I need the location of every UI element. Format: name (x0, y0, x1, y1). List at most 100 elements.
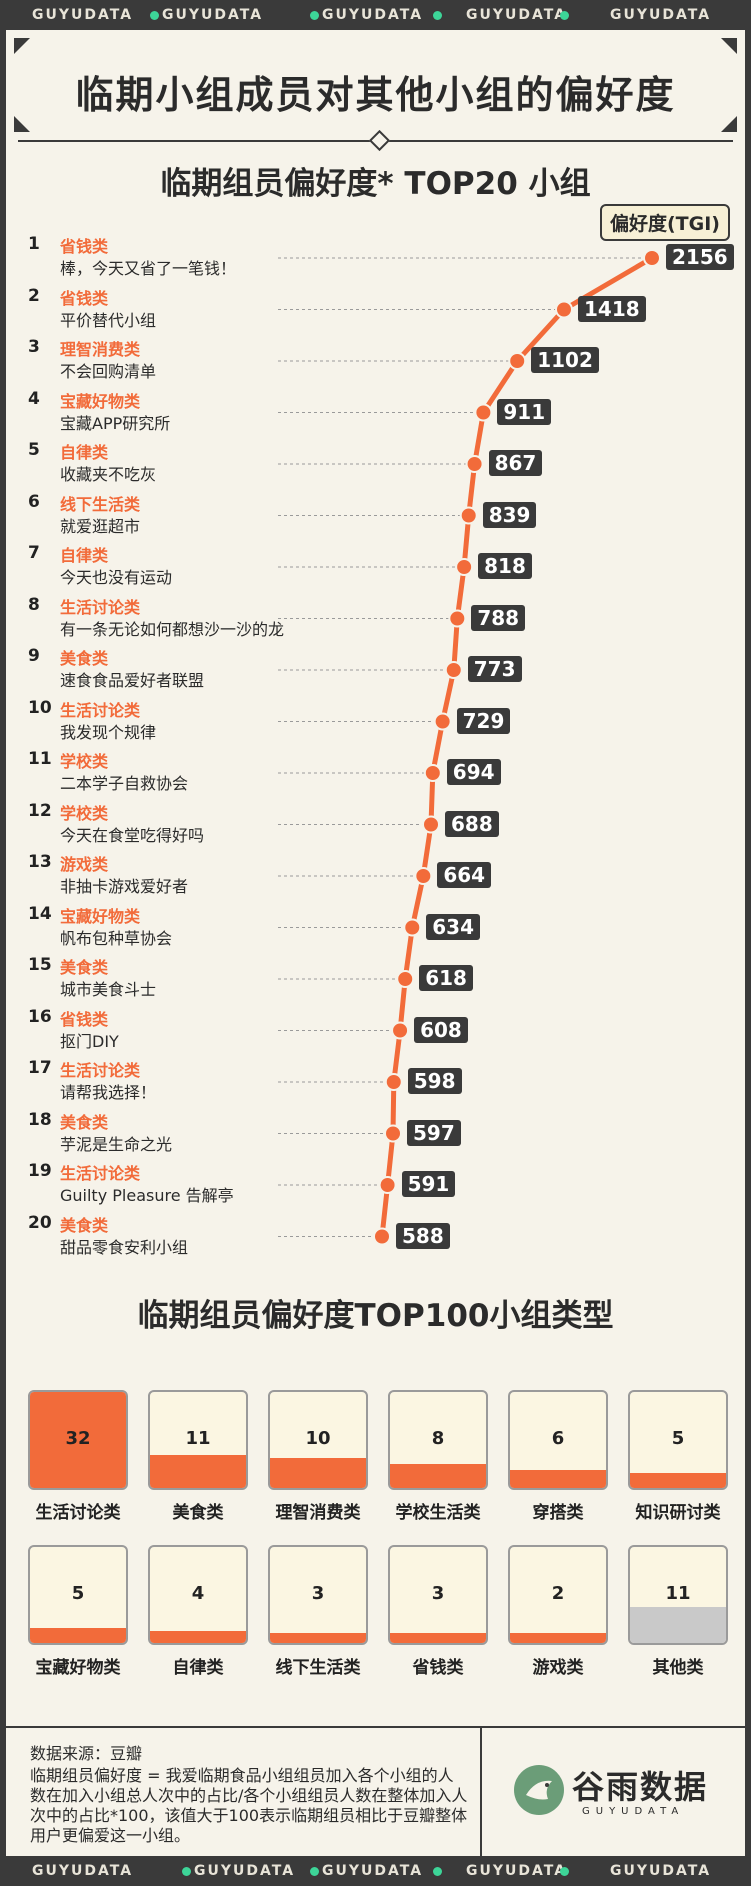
strip-dot (560, 11, 569, 20)
group-name: 抠门DIY (60, 1031, 119, 1051)
page-title: 临期小组成员对其他小组的偏好度 (75, 73, 676, 117)
group-category: 生活讨论类 (60, 597, 141, 617)
group-category: 自律类 (60, 443, 109, 462)
corner-mark (721, 116, 737, 132)
group-category: 宝藏好物类 (60, 906, 141, 926)
tile-category-label: 穿搭类 (532, 1503, 584, 1523)
strip-word: GUYUDATA (32, 7, 134, 23)
rank-number: 12 (28, 800, 52, 821)
data-point (384, 1124, 403, 1143)
tile-count: 11 (185, 1428, 211, 1449)
data-point (474, 403, 493, 422)
tile-category-label: 美食类 (172, 1503, 224, 1523)
tile-count: 6 (551, 1428, 565, 1449)
data-point (384, 1073, 403, 1091)
group-category: 宝藏好物类 (60, 391, 141, 411)
paper-background (6, 30, 745, 1856)
rank-number: 6 (28, 491, 40, 512)
group-name: 宝藏APP研究所 (60, 413, 171, 433)
tile-category-label: 线下生活类 (275, 1658, 361, 1678)
category-tile: 3 (268, 1545, 368, 1645)
tile-fill-bar (150, 1631, 246, 1643)
bird-icon (526, 1780, 552, 1800)
group-name: 芋泥是生命之光 (60, 1134, 173, 1154)
tgi-value-label: 664 (437, 862, 492, 888)
group-category: 理智消费类 (60, 340, 141, 359)
tgi-value-label: 608 (414, 1016, 468, 1043)
rank-number: 15 (28, 955, 52, 975)
strip-word: GUYUDATA (610, 1863, 712, 1879)
tgi-definition-note: 临期组员偏好度 = 我爱临期食品小组组员加入各个小组的人数在加入小组总人次中的占… (30, 1766, 468, 1845)
group-category: 生活讨论类 (60, 1164, 141, 1183)
strip-word: GUYUDATA (610, 7, 712, 23)
strip-dot (310, 11, 319, 20)
tgi-value-label: 818 (478, 553, 532, 579)
rank-number: 18 (28, 1109, 52, 1130)
rank-number: 5 (28, 440, 40, 460)
group-name: 城市美食斗士 (60, 980, 157, 999)
group-name: Guilty Pleasure 告解亭 (60, 1186, 234, 1205)
tgi-value-label: 588 (396, 1222, 450, 1249)
group-name: 我发现个规律 (60, 722, 157, 742)
data-source: 数据来源：豆瓣 (30, 1744, 143, 1763)
group-name: 请帮我选择！ (60, 1083, 157, 1102)
rank-number: 1 (28, 234, 40, 254)
data-point (433, 712, 452, 731)
rank-number: 2 (28, 285, 40, 306)
strip-word: GUYUDATA (322, 1863, 424, 1879)
strip-dot (182, 1867, 191, 1876)
tile-count: 8 (431, 1428, 445, 1449)
corner-mark (14, 116, 30, 132)
group-category: 线下生活类 (60, 494, 141, 514)
tile-category-label: 自律类 (172, 1658, 224, 1678)
corner-mark (14, 38, 30, 54)
group-name: 今天也没有运动 (60, 568, 173, 587)
strip-dot (433, 11, 442, 20)
group-category: 自律类 (60, 546, 109, 565)
strip-word: GUYUDATA (322, 7, 424, 23)
strip-word: GUYUDATA (466, 7, 568, 23)
data-point (508, 352, 527, 370)
group-category: 省钱类 (60, 288, 109, 308)
top-brand-strip: GUYUDATA GUYUDATA GUYUDATA GUYUDATA GUYU… (0, 0, 751, 30)
data-point (444, 661, 463, 679)
tgi-value-label: 597 (407, 1119, 461, 1146)
group-name: 有一条无论如何都想沙一沙的龙 (60, 619, 285, 639)
tile-count: 5 (71, 1583, 85, 1604)
category-tile: 5 (28, 1545, 128, 1645)
data-point (373, 1227, 391, 1246)
rank-number: 19 (28, 1161, 52, 1181)
tgi-value-label: 694 (446, 759, 501, 785)
group-name: 平价替代小组 (60, 310, 157, 330)
tile-count: 2 (551, 1583, 565, 1604)
tgi-value-label: 598 (407, 1068, 462, 1094)
rank-number: 9 (28, 646, 40, 666)
tile-fill-bar (270, 1633, 366, 1643)
group-category: 生活讨论类 (60, 1061, 141, 1080)
bottom-brand-strip: GUYUDATA GUYUDATA GUYUDATA GUYUDATA GUYU… (0, 1856, 751, 1886)
group-category: 生活讨论类 (60, 700, 141, 720)
tile-count: 10 (305, 1428, 331, 1449)
rank-number: 17 (28, 1058, 52, 1078)
tile-count: 32 (65, 1428, 91, 1449)
tile-count: 3 (311, 1583, 325, 1604)
tgi-value-label: 788 (471, 604, 526, 631)
tgi-axis-label: 偏好度(TGI) (600, 204, 730, 241)
group-name: 速食食品爱好者联盟 (60, 671, 205, 690)
category-tile: 2 (508, 1545, 608, 1645)
group-category: 学校类 (60, 752, 109, 771)
strip-word: GUYUDATA (194, 1863, 296, 1879)
rank-number: 20 (28, 1212, 52, 1233)
strip-word: GUYUDATA (162, 7, 264, 23)
tile-fill-bar (510, 1633, 606, 1643)
rank-number: 11 (28, 749, 52, 769)
rank-number: 14 (28, 903, 52, 924)
group-category: 美食类 (60, 958, 109, 977)
corner-decorations (14, 38, 737, 132)
group-category: 学校类 (60, 803, 109, 823)
tile-category-label: 省钱类 (412, 1658, 464, 1678)
group-category: 游戏类 (60, 855, 109, 874)
tile-fill-bar (390, 1633, 486, 1643)
